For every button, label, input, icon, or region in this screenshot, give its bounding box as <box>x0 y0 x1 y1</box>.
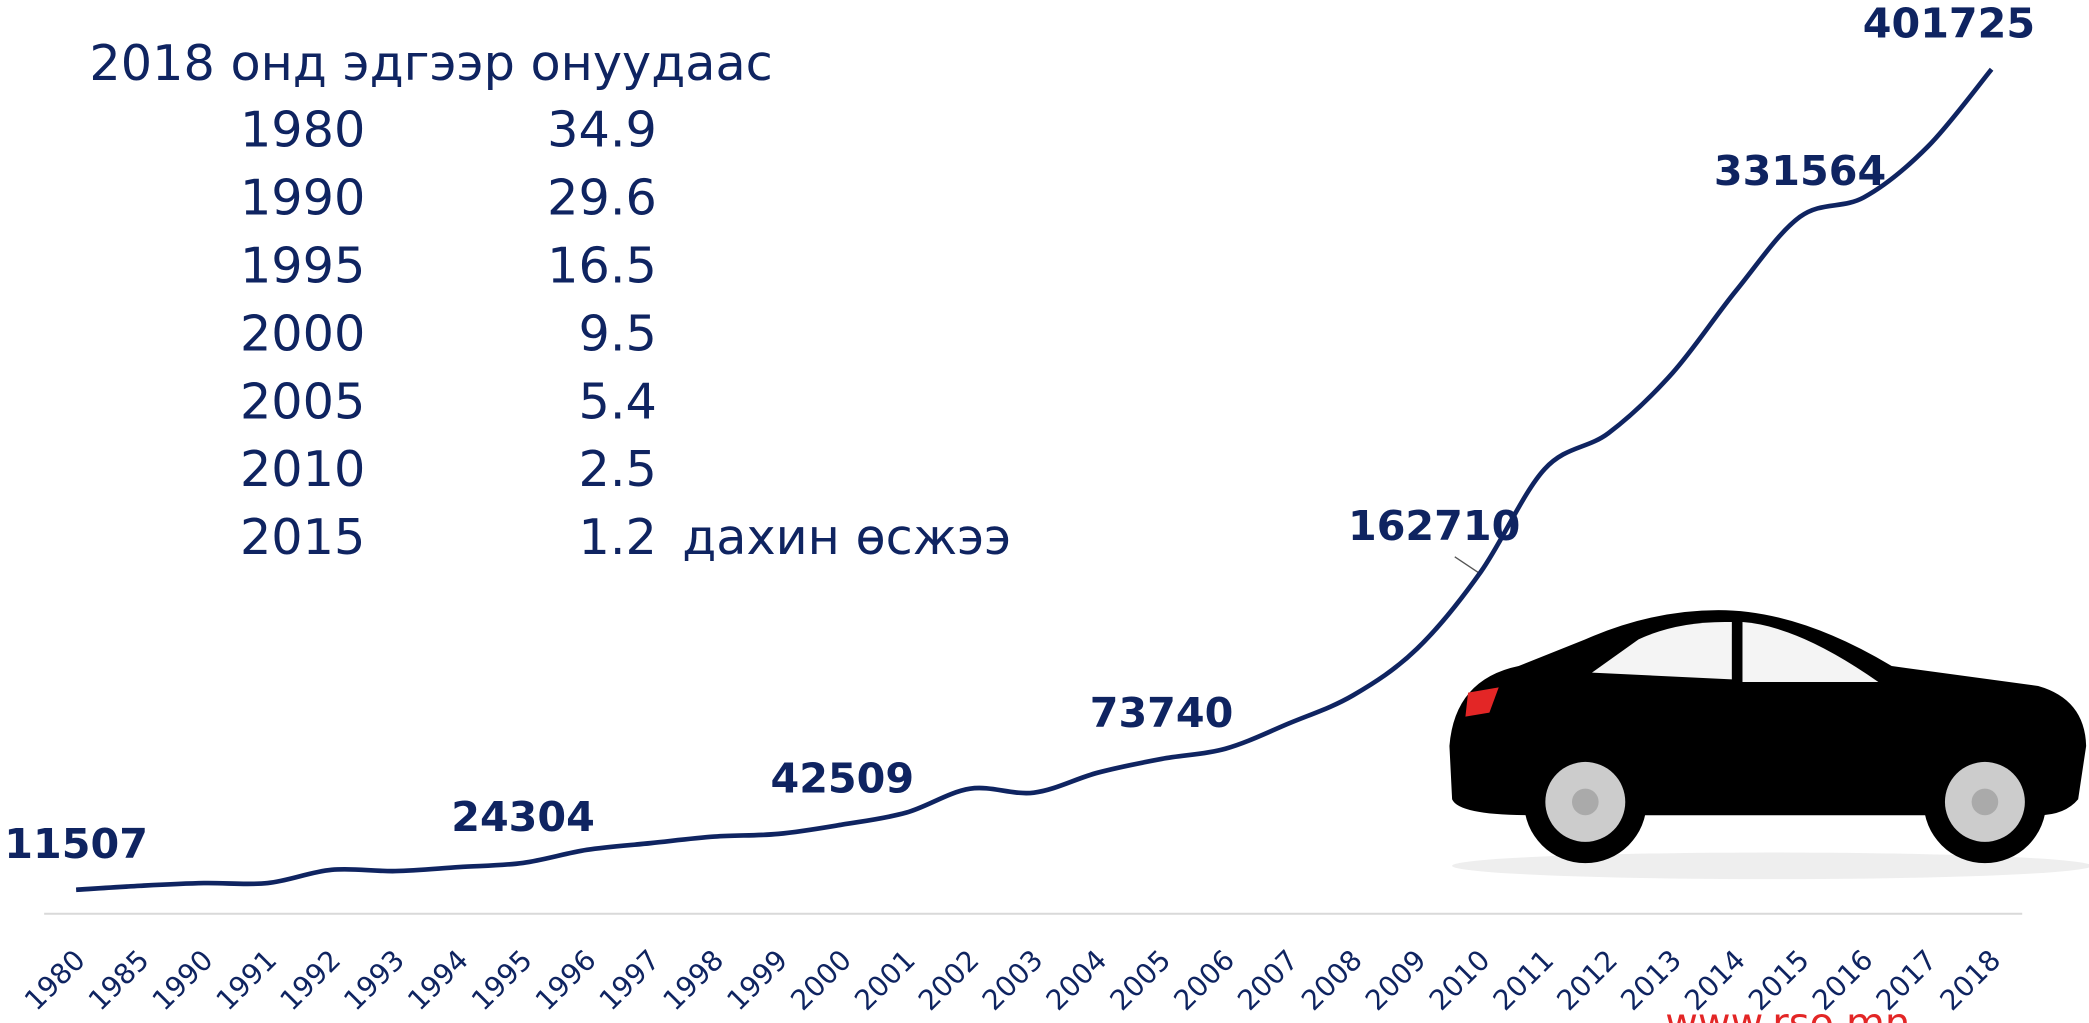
intro-year: 2000 <box>240 304 365 362</box>
intro-year: 2005 <box>240 372 365 430</box>
intro-year: 1980 <box>240 101 365 159</box>
leader-line <box>1454 556 1480 574</box>
x-tick-label: 1996 <box>529 943 603 1017</box>
intro-ratio: 5.4 <box>579 372 657 430</box>
x-tick-label: 1993 <box>337 943 411 1017</box>
line <box>75 67 1994 893</box>
x-tick-label: 1991 <box>210 943 284 1017</box>
data-label: 162710 <box>1348 502 1520 550</box>
x-tick-label: 2004 <box>1040 943 1114 1017</box>
watermark: www.rso.mn <box>1665 1000 1910 1023</box>
x-tick-label: 1994 <box>401 943 475 1017</box>
data-label: 401725 <box>1863 0 2035 47</box>
x-tick-label: 2002 <box>912 943 986 1017</box>
x-tick-label: 2007 <box>1231 943 1305 1017</box>
intro-suffix: дахин өсжээ <box>682 508 1011 566</box>
data-label: 24304 <box>451 793 595 841</box>
x-tick-label: 1980 <box>18 943 92 1017</box>
intro-ratio: 34.9 <box>547 101 657 159</box>
x-tick-label: 1995 <box>465 943 539 1017</box>
x-tick-label: 1997 <box>593 943 667 1017</box>
intro-year: 1995 <box>240 236 365 294</box>
intro-ratio: 9.5 <box>579 304 657 362</box>
data-label: 73740 <box>1090 689 1234 737</box>
x-tick-label: 2003 <box>976 943 1050 1017</box>
intro-rows: 1980 34.9 1990 29.6 1995 16.5 2000 9.5 2005 5.4 20… <box>240 101 1011 567</box>
x-tick-label: 2008 <box>1295 943 1369 1017</box>
x-tick-label: 2000 <box>784 943 858 1017</box>
intro-title: 2018 онд эдгээр онуудаас <box>89 34 772 92</box>
car <box>1449 610 2089 880</box>
x-tick-label: 1985 <box>82 943 156 1017</box>
data-label: 42509 <box>770 755 914 803</box>
intro-ratio: 29.6 <box>547 168 657 226</box>
x-tick-label: 1999 <box>720 943 794 1017</box>
intro-year: 1990 <box>240 168 365 226</box>
x-tick-label: 2009 <box>1359 943 1433 1017</box>
x-tick-label: 2001 <box>848 943 922 1017</box>
data-label: 331564 <box>1714 147 1886 195</box>
x-tick-label: 2012 <box>1550 943 1624 1017</box>
x-tick-label: 1992 <box>273 943 347 1017</box>
x-tick-label: 1998 <box>657 943 731 1017</box>
x-tick-label: 1990 <box>146 943 220 1017</box>
intro-ratio: 1.2 <box>579 508 657 566</box>
intro-year: 2010 <box>240 440 365 498</box>
intro-ratio: 2.5 <box>579 440 657 498</box>
x-tick-label: 2010 <box>1423 943 1497 1017</box>
data-label: 11507 <box>4 820 148 868</box>
intro-ratio: 16.5 <box>547 236 657 294</box>
intro-year: 2015 <box>240 508 365 566</box>
x-tick-label: 2006 <box>1167 943 1241 1017</box>
x-tick-label: 2011 <box>1487 943 1561 1017</box>
x-tick-label: 2018 <box>1934 943 2008 1017</box>
x-tick-label: 2005 <box>1103 943 1177 1017</box>
